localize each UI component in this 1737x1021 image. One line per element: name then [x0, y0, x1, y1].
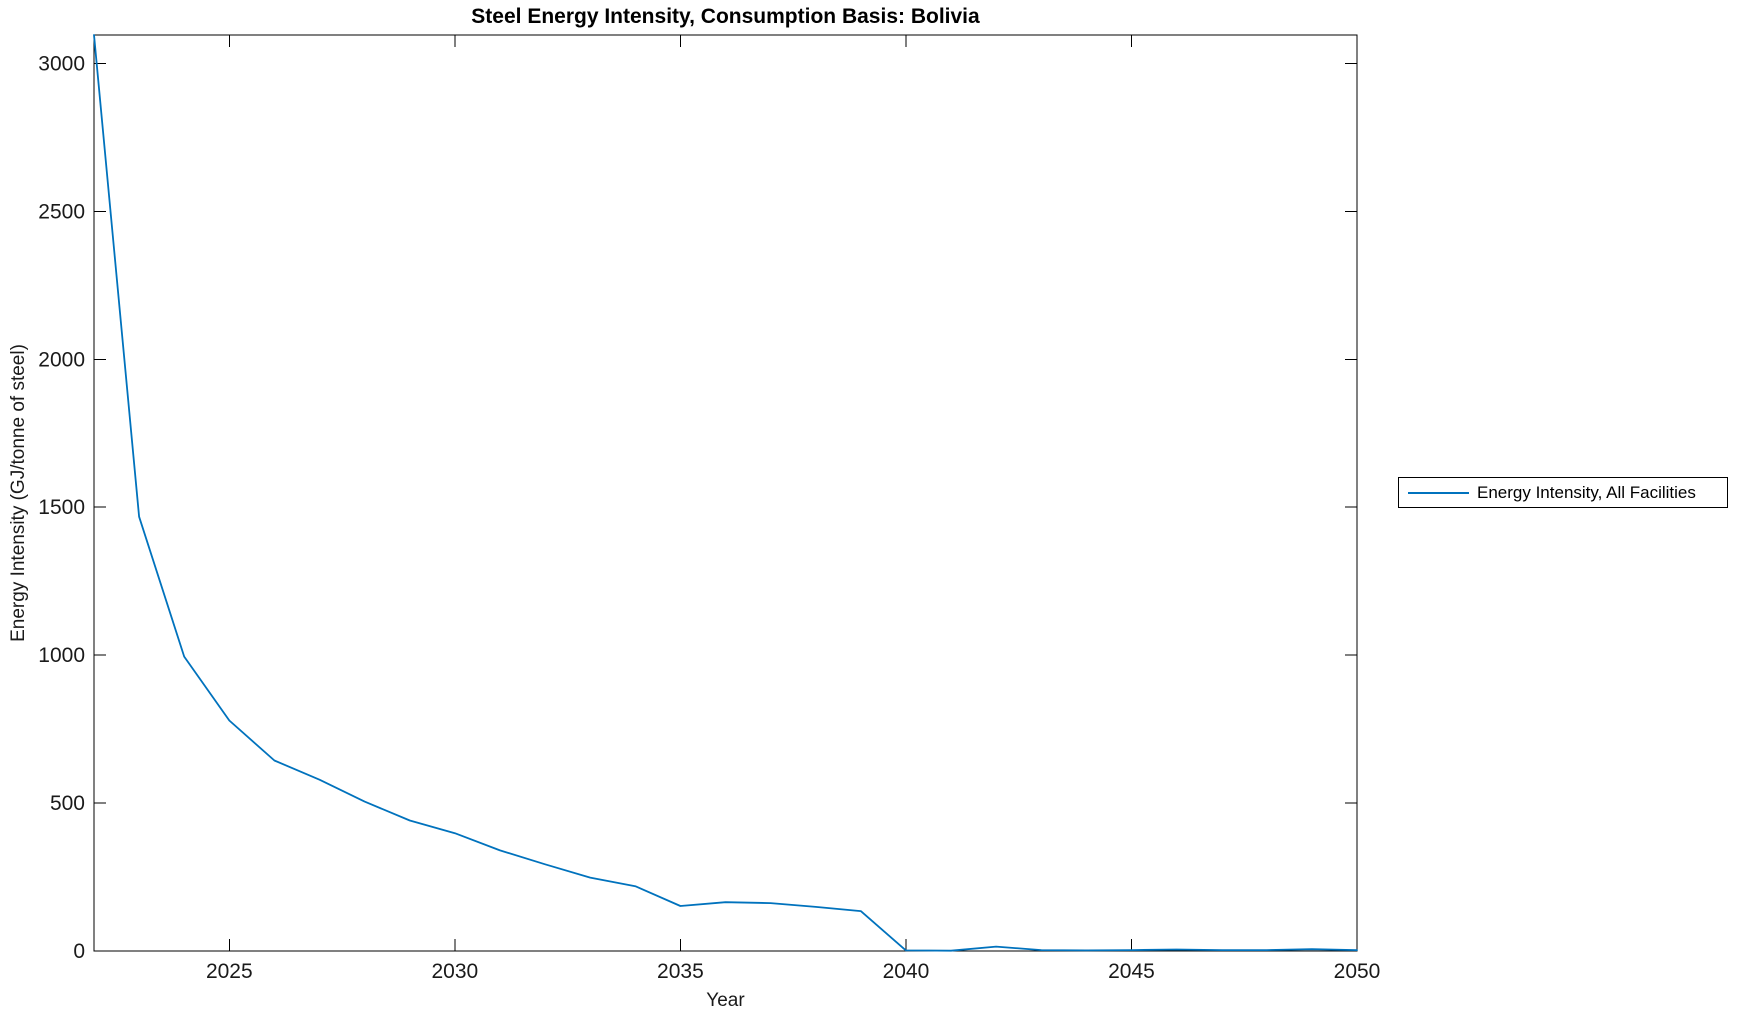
plot-border	[93, 34, 1358, 952]
chart-title: Steel Energy Intensity, Consumption Basi…	[471, 5, 980, 28]
y-tick-label: 1500	[38, 496, 85, 519]
y-tick-label: 0	[73, 940, 85, 963]
x-tick-label: 2035	[657, 960, 704, 983]
y-tick-label: 2500	[38, 200, 85, 223]
y-tick-label: 2000	[38, 348, 85, 371]
x-axis-label: Year	[706, 990, 745, 1011]
x-tick-label: 2045	[1108, 960, 1155, 983]
y-tick-label: 3000	[38, 52, 85, 75]
x-tick-label: 2030	[431, 960, 478, 983]
x-tick-label: 2050	[1334, 960, 1381, 983]
x-tick-label: 2040	[883, 960, 930, 983]
y-axis-label: Energy Intensity (GJ/tonne of steel)	[8, 344, 29, 642]
y-tick-label: 1000	[38, 644, 85, 667]
series-line	[93, 34, 1358, 952]
legend-entry-label: Energy Intensity, All Facilities	[1477, 482, 1696, 502]
y-tick-label: 500	[50, 792, 85, 815]
legend-line-sample	[1408, 491, 1469, 494]
legend: Energy Intensity, All Facilities	[1398, 477, 1728, 508]
x-tick-label: 2025	[206, 960, 253, 983]
